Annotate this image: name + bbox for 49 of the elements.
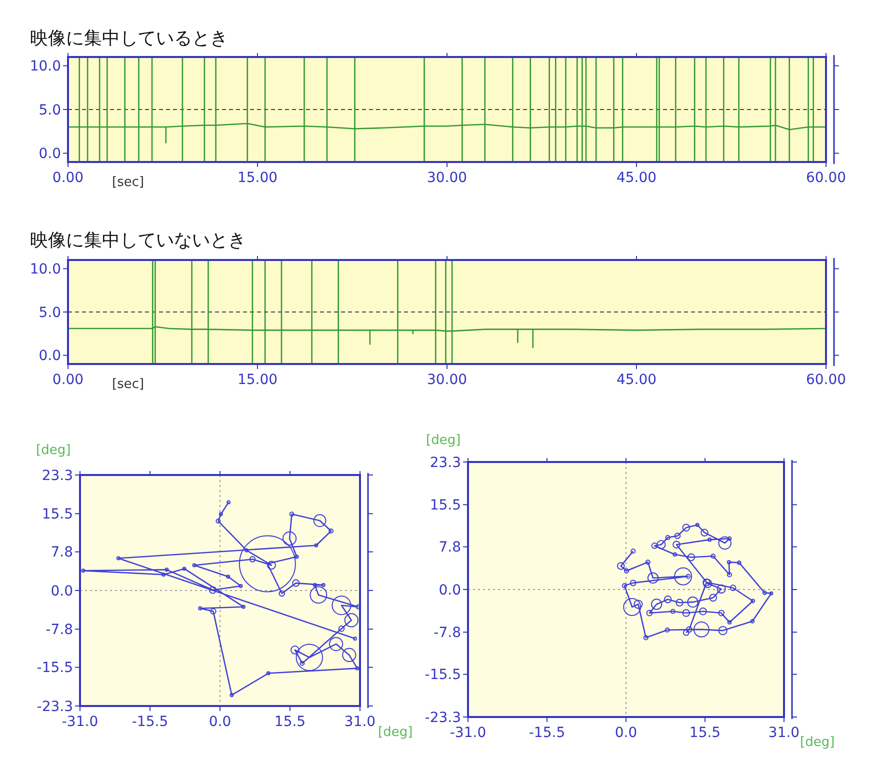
- y-tick-label: 0.0: [38, 146, 61, 162]
- y-axis-title: [deg]: [36, 443, 71, 458]
- x-tick-label: 31.0: [344, 714, 376, 730]
- x-axis-title: [sec]: [112, 377, 144, 392]
- x-tick-label: 0.00: [52, 372, 84, 388]
- chart-title: 映像に集中していないとき: [30, 230, 246, 251]
- x-tick-label: 15.5: [274, 714, 306, 730]
- chart-title: 映像に集中しているとき: [30, 28, 228, 49]
- y-tick-label: 23.3: [42, 468, 73, 484]
- x-tick-label: 15.00: [237, 170, 278, 186]
- x-tick-label: 0.00: [52, 170, 84, 186]
- y-tick-label: 5.0: [38, 102, 61, 118]
- y-axis-title: [deg]: [426, 433, 461, 448]
- x-axis-title: [sec]: [112, 175, 144, 190]
- x-axis-title: [deg]: [378, 725, 413, 740]
- x-tick-label: 60.00: [806, 170, 846, 186]
- x-tick-label: 30.00: [426, 372, 468, 388]
- y-tick-label: 10.0: [30, 58, 61, 75]
- x-tick-label: -15.5: [528, 725, 566, 741]
- x-tick-label: 15.00: [237, 372, 278, 388]
- y-tick-label: -23.3: [424, 710, 461, 726]
- y-tick-label: 15.5: [430, 498, 461, 514]
- y-tick-label: 0.0: [438, 582, 461, 598]
- x-axis-title: [deg]: [800, 735, 835, 750]
- y-tick-label: 7.8: [50, 544, 73, 561]
- x-tick-label: 45.00: [616, 170, 657, 186]
- y-tick-label: 0.0: [38, 348, 61, 364]
- y-tick-label: 5.0: [38, 304, 61, 321]
- y-tick-label: -7.8: [434, 625, 461, 642]
- x-tick-label: 0.0: [208, 714, 232, 730]
- y-tick-label: -23.3: [36, 698, 73, 715]
- x-tick-label: 15.5: [689, 725, 721, 741]
- x-tick-label: 30.00: [426, 170, 468, 186]
- x-tick-label: 45.00: [616, 372, 657, 388]
- x-tick-label: 31.0: [768, 725, 800, 741]
- y-tick-label: 0.0: [50, 583, 73, 600]
- y-tick-label: -7.8: [46, 622, 73, 638]
- x-tick-label: -15.5: [132, 714, 168, 730]
- y-tick-label: -15.5: [424, 667, 461, 684]
- y-tick-label: -15.5: [36, 660, 73, 676]
- x-tick-label: 0.0: [614, 725, 638, 741]
- y-tick-label: 15.5: [42, 506, 73, 523]
- y-tick-label: 23.3: [430, 454, 461, 471]
- x-tick-label: 60.00: [806, 372, 846, 388]
- x-tick-label: -31.0: [450, 725, 486, 741]
- y-tick-label: 10.0: [30, 262, 61, 278]
- x-tick-label: -31.0: [62, 714, 98, 730]
- y-tick-label: 7.8: [438, 540, 461, 556]
- line-series: [82, 502, 359, 696]
